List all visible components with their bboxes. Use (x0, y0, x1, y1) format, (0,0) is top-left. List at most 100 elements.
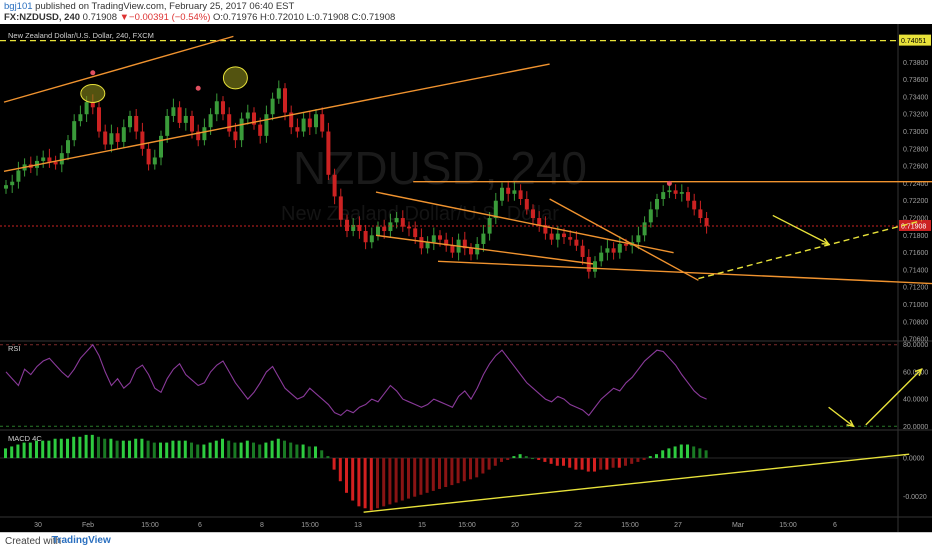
macd-histogram-bar (270, 440, 274, 459)
candle-body (611, 248, 616, 253)
time-tick-label: 15:00 (621, 522, 639, 529)
candle-body (673, 190, 678, 194)
candle-body (10, 181, 15, 186)
macd-histogram-bar (146, 440, 150, 459)
macd-histogram-bar (394, 458, 398, 503)
candle-body (555, 233, 560, 240)
candle-body (121, 127, 126, 142)
ohlc-low: L:0.71908 (306, 12, 349, 23)
candle-body (326, 131, 331, 175)
trend-line (3, 63, 550, 173)
macd-histogram-bar (84, 434, 88, 459)
chart-area[interactable]: NZDUSD, 240 New Zealand Dollar/U.S. Dolla… (0, 24, 932, 532)
candle-body (264, 114, 269, 136)
macd-histogram-bar (78, 436, 82, 459)
macd-histogram-bar (580, 458, 584, 470)
candle-body (407, 226, 411, 229)
macd-histogram-bar (642, 458, 646, 460)
time-tick-label: 15:00 (779, 522, 797, 529)
candle-body (469, 248, 473, 255)
candle-body (208, 114, 213, 128)
top-price-badge (899, 34, 931, 46)
time-tick-label: 15:00 (458, 522, 476, 529)
macd-histogram-bar (239, 442, 243, 459)
macd-histogram-bar (493, 458, 497, 466)
watermark-description: New Zealand Dollar/U.S. Dollar (281, 203, 559, 225)
macd-histogram-bar (425, 458, 429, 493)
macd-histogram-bar (134, 438, 138, 459)
price-tick-label: 0.71800 (903, 233, 928, 240)
time-tick-label: 30 (34, 522, 42, 529)
footer: Created with TradingView (0, 532, 932, 551)
candle-body (357, 224, 362, 232)
candle-body (314, 114, 318, 128)
macd-histogram-bar (382, 458, 386, 507)
macd-histogram-bar (183, 440, 187, 459)
candle-body (543, 224, 548, 234)
trend-line (375, 191, 674, 254)
candle-body (97, 107, 101, 132)
chart-canvas[interactable]: NZDUSD, 240 New Zealand Dollar/U.S. Dolla… (0, 24, 932, 532)
projection-arrow (772, 214, 829, 245)
candle-body (332, 174, 337, 197)
candle-body (500, 187, 504, 201)
macd-histogram-bar (456, 458, 460, 484)
candle-body (227, 114, 232, 132)
candle-body (481, 233, 486, 244)
macd-histogram-bar (586, 458, 590, 472)
candle-body (617, 243, 622, 253)
macd-histogram-bar (10, 446, 14, 459)
macd-histogram-bar (121, 440, 125, 459)
candle-body (103, 131, 108, 145)
price-tick-label: 0.72000 (903, 216, 928, 223)
candle-body (574, 239, 579, 246)
rsi-projection-arrow (865, 368, 923, 426)
macd-histogram-bar (264, 442, 268, 459)
candle-body (146, 148, 151, 165)
price-tick-label: 0.73400 (903, 94, 928, 101)
time-tick-label: 13 (354, 522, 362, 529)
price-tick-label: 0.71000 (903, 302, 928, 309)
macd-histogram-bar (233, 442, 237, 459)
macd-histogram-bar (543, 458, 547, 462)
macd-tick-label: 0.0000 (903, 456, 925, 463)
macd-histogram-bar (190, 442, 193, 459)
macd-histogram-bar (431, 458, 435, 491)
candle-body (59, 153, 64, 165)
macd-histogram-bar (574, 458, 578, 470)
candle-body (549, 233, 554, 240)
macd-histogram-bar (562, 458, 565, 466)
candle-body (16, 170, 21, 182)
macd-histogram-bar (679, 444, 683, 459)
macd-histogram-bar (338, 458, 342, 482)
macd-histogram-bar (636, 458, 640, 462)
tradingview-logo[interactable]: TradingView (52, 535, 111, 546)
candle-body (524, 199, 529, 210)
candle-body (593, 261, 597, 272)
macd-histogram-bar (568, 458, 572, 468)
candle-body (295, 127, 300, 132)
macd-histogram-bar (177, 440, 181, 459)
signal-marker (90, 70, 96, 76)
macd-histogram-bar (289, 442, 293, 459)
time-tick-label: 6 (833, 522, 837, 529)
macd-trend-line (363, 453, 910, 513)
candle-body (183, 115, 188, 123)
macd-histogram-bar (531, 458, 534, 460)
candle-body (493, 200, 498, 219)
candle-body (586, 256, 591, 272)
author-link[interactable]: bgj101 (4, 1, 33, 12)
ohlc-close: C:0.71908 (351, 12, 396, 23)
macd-histogram-bar (351, 458, 355, 501)
macd-histogram-bar (549, 458, 553, 464)
macd-title: MACD 4C (8, 434, 42, 443)
macd-histogram-bar (593, 458, 596, 472)
time-tick-label: 22 (574, 522, 582, 529)
macd-histogram-bar (518, 454, 522, 459)
macd-histogram-bar (407, 458, 410, 499)
candle-body (369, 235, 374, 243)
macd-histogram-bar (295, 444, 299, 459)
macd-histogram-bar (90, 434, 94, 459)
candle-body (512, 190, 517, 194)
time-tick-label: 27 (674, 522, 682, 529)
